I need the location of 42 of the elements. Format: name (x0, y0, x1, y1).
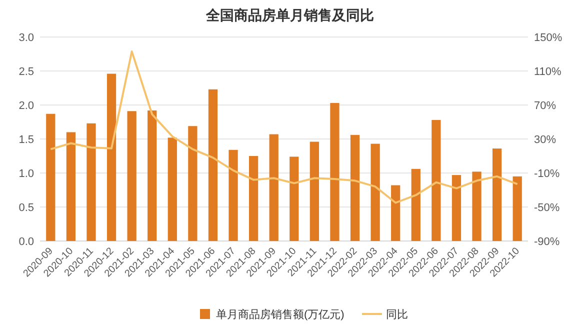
bar (330, 102, 340, 241)
y2-tick-label: 110% (534, 66, 562, 78)
bar (350, 134, 360, 241)
y-tick-label: 0.5 (18, 202, 34, 214)
bar (411, 168, 420, 241)
bar (208, 89, 218, 241)
legend-label: 同比 (386, 308, 408, 321)
bar (452, 175, 462, 241)
bar (66, 132, 76, 241)
bar (391, 185, 400, 241)
bar (106, 74, 116, 241)
y2-tick-label: -50% (534, 202, 560, 214)
legend-label: 单月商品房销售额(万亿元) (216, 308, 344, 321)
bar (249, 156, 258, 241)
bar (492, 148, 502, 241)
bar (269, 134, 278, 241)
bar (168, 138, 177, 241)
y2-tick-label: 30% (534, 134, 556, 146)
bar (86, 123, 96, 241)
y2-tick-label: -90% (534, 236, 560, 248)
y-tick-label: 3.0 (18, 32, 34, 44)
bar (472, 172, 482, 241)
y-tick-label: 2.5 (18, 66, 34, 78)
bar (127, 111, 136, 241)
bar (46, 114, 56, 241)
y-tick-label: 1.0 (18, 168, 34, 180)
line-series (50, 50, 518, 204)
y-tick-label: 1.5 (18, 134, 34, 146)
bar (432, 120, 441, 241)
y2-tick-label: 70% (534, 100, 556, 112)
bar (310, 142, 319, 241)
chart-title: 全国商品房单月销售及同比 (205, 7, 374, 23)
y2-tick-label: 150% (534, 32, 562, 44)
y2-tick-label: -10% (534, 168, 560, 180)
bar (188, 126, 198, 241)
bar (148, 110, 157, 241)
bar (512, 176, 522, 241)
y-tick-label: 2.0 (18, 100, 34, 112)
y-tick-label: 0.0 (18, 236, 34, 248)
bar (290, 156, 299, 241)
bar (228, 150, 238, 241)
bar (370, 144, 380, 241)
